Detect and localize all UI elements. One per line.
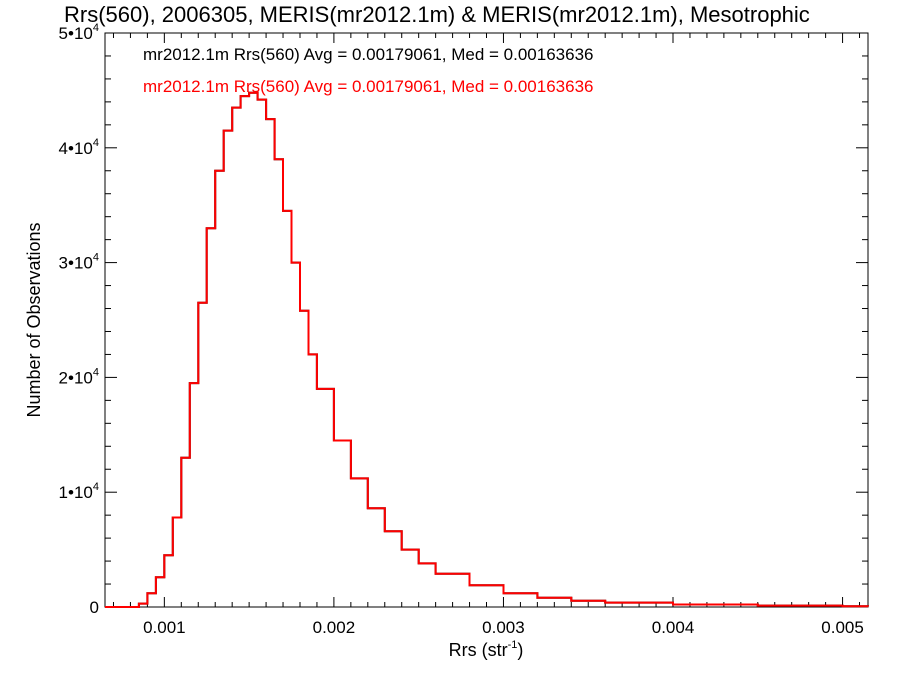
x-tick-label: 0.002	[313, 618, 356, 637]
legend-entry-red: mr2012.1m Rrs(560) Avg = 0.00179061, Med…	[143, 77, 594, 96]
x-axis-label-superscript: -1	[508, 639, 518, 651]
x-tick-label: 0.005	[821, 618, 864, 637]
y-tick-label: 2•104	[59, 366, 99, 387]
series-layer	[105, 91, 869, 608]
plot-area-border	[104, 32, 869, 608]
y-tick-label: 4•104	[59, 137, 99, 158]
series-line-red	[105, 91, 869, 608]
y-axis: 0 1•104 2•104 3•104 4•104 5•104	[59, 22, 868, 617]
chart-title: Rrs(560), 2006305, MERIS(mr2012.1m) & ME…	[64, 2, 810, 27]
y-tick-label: 3•104	[59, 252, 99, 273]
y-tick-label: 0	[90, 598, 99, 617]
plot-frame	[104, 32, 869, 608]
y-tick-label: 1•104	[59, 481, 99, 502]
x-axis: 0.001 0.002 0.003 0.004 0.005	[112, 33, 864, 637]
legend-entry-black: mr2012.1m Rrs(560) Avg = 0.00179061, Med…	[143, 45, 594, 64]
x-axis-label-text: Rrs (str	[449, 640, 508, 660]
y-axis-label: Number of Observations	[24, 222, 44, 417]
x-tick-label: 0.003	[482, 618, 525, 637]
x-axis-label-end: )	[517, 640, 523, 660]
x-axis-label: Rrs (str-1)	[449, 639, 524, 660]
y-tick-label: 5•104	[59, 22, 99, 43]
x-tick-label: 0.001	[143, 618, 186, 637]
x-tick-label: 0.004	[652, 618, 695, 637]
